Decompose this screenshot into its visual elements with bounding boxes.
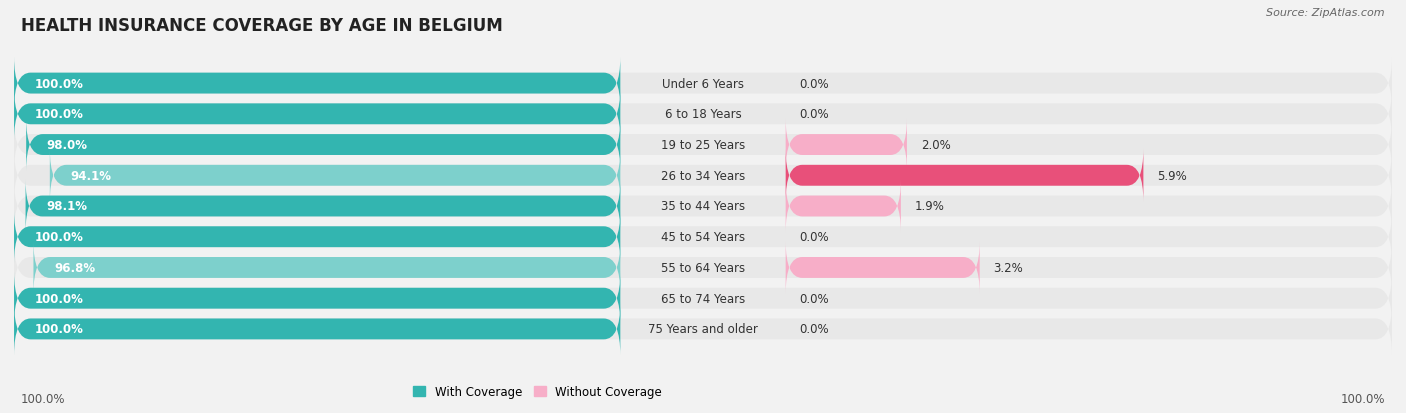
Text: 65 to 74 Years: 65 to 74 Years xyxy=(661,292,745,305)
Text: HEALTH INSURANCE COVERAGE BY AGE IN BELGIUM: HEALTH INSURANCE COVERAGE BY AGE IN BELG… xyxy=(21,17,503,34)
Text: 100.0%: 100.0% xyxy=(21,392,66,405)
Text: 94.1%: 94.1% xyxy=(70,169,111,182)
FancyBboxPatch shape xyxy=(14,211,1392,263)
FancyBboxPatch shape xyxy=(25,180,620,233)
FancyBboxPatch shape xyxy=(14,150,1392,202)
Text: 0.0%: 0.0% xyxy=(800,108,830,121)
Text: 100.0%: 100.0% xyxy=(1340,392,1385,405)
Text: 98.0%: 98.0% xyxy=(46,139,87,152)
Text: 100.0%: 100.0% xyxy=(35,77,83,90)
FancyBboxPatch shape xyxy=(34,242,620,294)
Text: Under 6 Years: Under 6 Years xyxy=(662,77,744,90)
Text: 100.0%: 100.0% xyxy=(35,231,83,244)
FancyBboxPatch shape xyxy=(14,88,620,141)
Text: 0.0%: 0.0% xyxy=(800,323,830,336)
Text: 75 Years and older: 75 Years and older xyxy=(648,323,758,336)
Text: 55 to 64 Years: 55 to 64 Years xyxy=(661,261,745,274)
Text: 0.0%: 0.0% xyxy=(800,231,830,244)
Text: Source: ZipAtlas.com: Source: ZipAtlas.com xyxy=(1267,8,1385,18)
Text: 98.1%: 98.1% xyxy=(46,200,87,213)
Text: 1.9%: 1.9% xyxy=(915,200,945,213)
Text: 100.0%: 100.0% xyxy=(35,108,83,121)
Text: 5.9%: 5.9% xyxy=(1157,169,1187,182)
Text: 0.0%: 0.0% xyxy=(800,77,830,90)
FancyBboxPatch shape xyxy=(14,272,620,325)
Text: 35 to 44 Years: 35 to 44 Years xyxy=(661,200,745,213)
FancyBboxPatch shape xyxy=(14,272,1392,325)
FancyBboxPatch shape xyxy=(14,211,620,263)
Text: 6 to 18 Years: 6 to 18 Years xyxy=(665,108,741,121)
FancyBboxPatch shape xyxy=(27,119,620,171)
FancyBboxPatch shape xyxy=(786,119,907,171)
FancyBboxPatch shape xyxy=(14,242,1392,294)
FancyBboxPatch shape xyxy=(786,150,1143,202)
FancyBboxPatch shape xyxy=(14,57,1392,110)
FancyBboxPatch shape xyxy=(14,88,1392,141)
Text: 100.0%: 100.0% xyxy=(35,292,83,305)
FancyBboxPatch shape xyxy=(14,303,620,356)
FancyBboxPatch shape xyxy=(786,180,901,233)
FancyBboxPatch shape xyxy=(14,57,620,110)
Text: 100.0%: 100.0% xyxy=(35,323,83,336)
FancyBboxPatch shape xyxy=(14,119,1392,171)
FancyBboxPatch shape xyxy=(49,150,620,202)
Text: 45 to 54 Years: 45 to 54 Years xyxy=(661,231,745,244)
Text: 2.0%: 2.0% xyxy=(921,139,950,152)
Legend: With Coverage, Without Coverage: With Coverage, Without Coverage xyxy=(409,380,666,403)
FancyBboxPatch shape xyxy=(14,180,1392,233)
Text: 3.2%: 3.2% xyxy=(994,261,1024,274)
Text: 26 to 34 Years: 26 to 34 Years xyxy=(661,169,745,182)
FancyBboxPatch shape xyxy=(786,242,980,294)
Text: 19 to 25 Years: 19 to 25 Years xyxy=(661,139,745,152)
Text: 96.8%: 96.8% xyxy=(53,261,96,274)
FancyBboxPatch shape xyxy=(14,303,1392,356)
Text: 0.0%: 0.0% xyxy=(800,292,830,305)
